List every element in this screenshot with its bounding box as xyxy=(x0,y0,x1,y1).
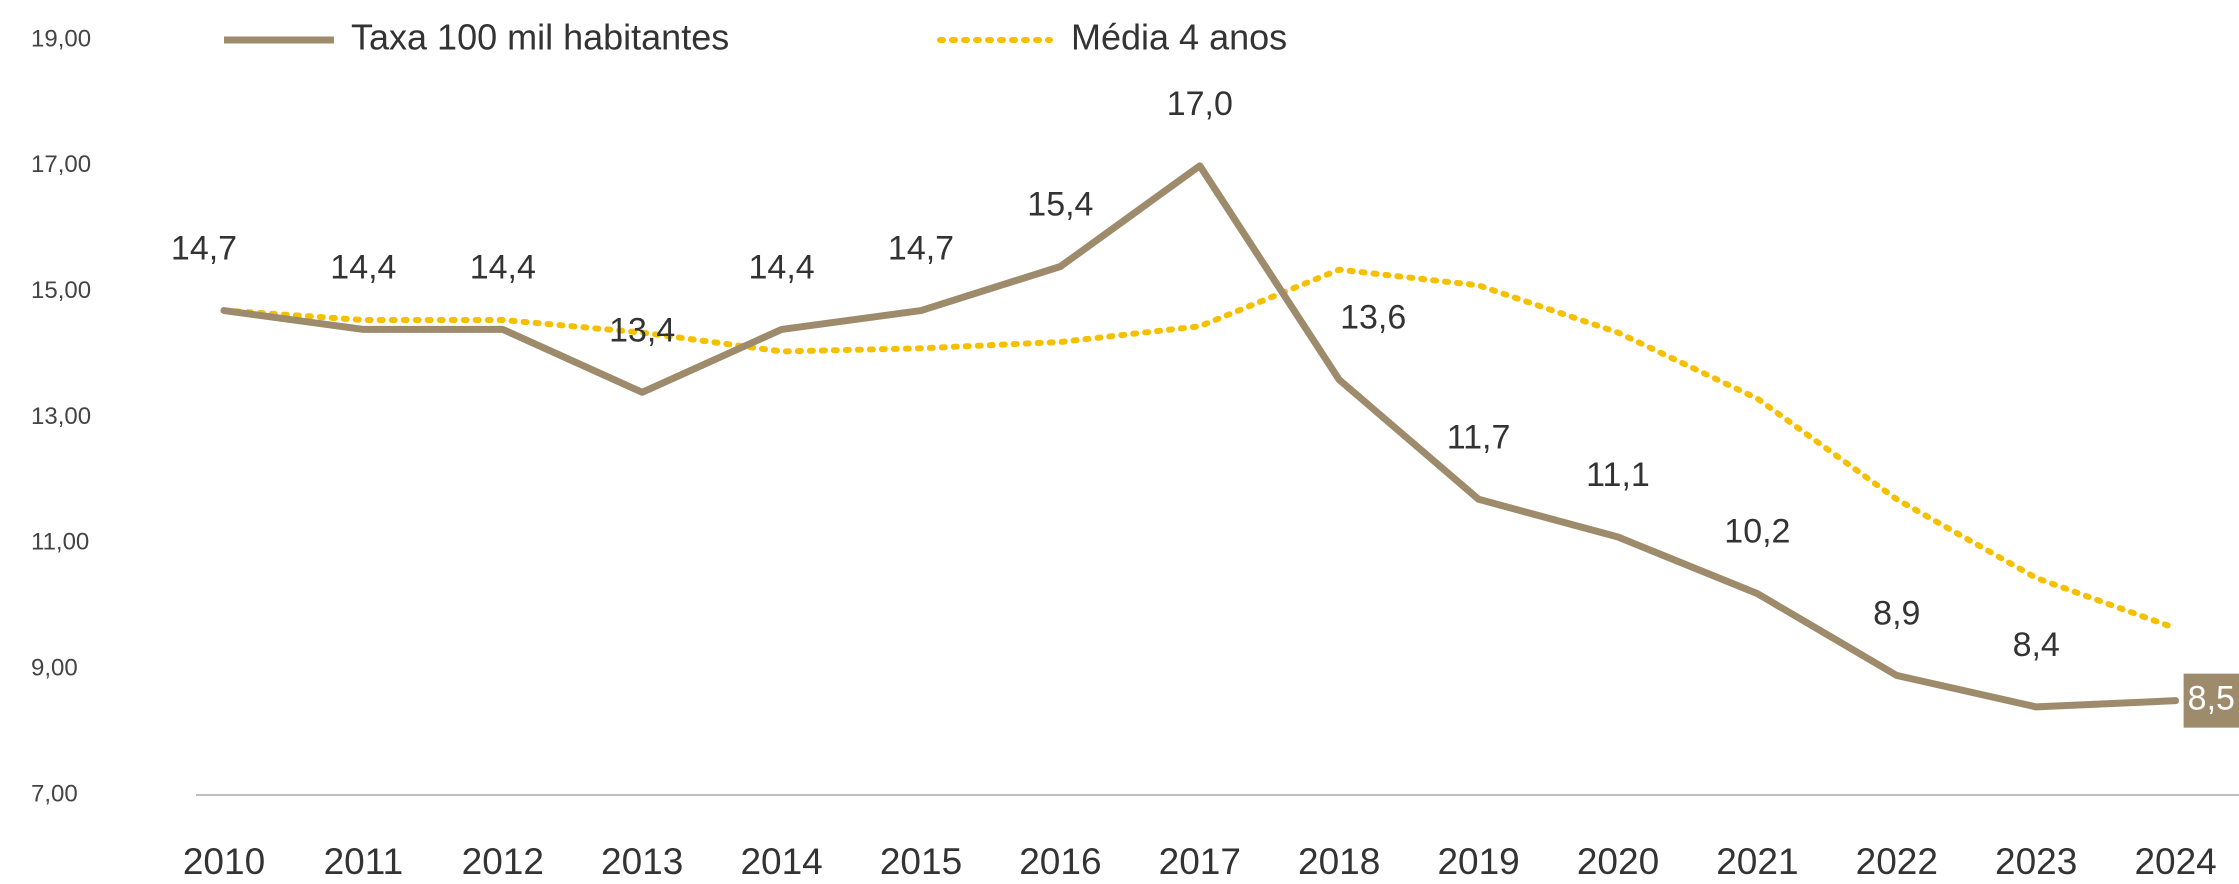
series-line xyxy=(220,162,2180,711)
x-tick-label: 2021 xyxy=(1716,841,1798,882)
y-tick-label: 15,00 xyxy=(31,277,91,304)
x-tick-label: 2013 xyxy=(601,841,683,882)
x-tick-label: 2018 xyxy=(1298,841,1380,882)
x-tick-label: 2012 xyxy=(462,841,544,882)
data-label: 14,4 xyxy=(470,248,536,286)
data-label: 11,1 xyxy=(1586,456,1650,494)
data-label: 13,4 xyxy=(609,311,675,349)
data-label: 13,6 xyxy=(1340,299,1406,337)
y-tick-label: 17,00 xyxy=(31,151,91,178)
data-label: 14,7 xyxy=(888,230,954,268)
x-tick-label: 2011 xyxy=(324,841,404,882)
y-tick-label: 19,00 xyxy=(31,25,91,52)
data-label: 8,9 xyxy=(1873,594,1920,632)
data-label: 10,2 xyxy=(1724,513,1790,551)
y-tick-label: 13,00 xyxy=(31,403,91,430)
y-tick-label: 11,00 xyxy=(31,529,89,556)
data-label: 15,4 xyxy=(1027,185,1093,223)
x-tick-label: 2014 xyxy=(740,841,822,882)
x-tick-label: 2024 xyxy=(2134,841,2216,882)
x-tick-label: 2010 xyxy=(183,841,265,882)
y-tick-label: 7,00 xyxy=(31,780,78,807)
x-tick-label: 2023 xyxy=(1995,841,2077,882)
data-label: 14,7 xyxy=(171,230,237,268)
legend-label: Média 4 anos xyxy=(1071,17,1287,58)
data-label-box xyxy=(2183,673,2239,728)
series-line xyxy=(221,266,2179,632)
y-tick-label: 9,00 xyxy=(31,655,78,682)
x-tick-label: 2020 xyxy=(1577,841,1659,882)
x-tick-label: 2022 xyxy=(1856,841,1938,882)
data-label: 17,0 xyxy=(1167,85,1233,123)
data-label: 8,4 xyxy=(2013,626,2060,664)
x-tick-label: 2015 xyxy=(880,841,962,882)
x-tick-label: 2019 xyxy=(1437,841,1519,882)
data-label: 14,4 xyxy=(749,248,815,286)
x-tick-label: 2016 xyxy=(1019,841,1101,882)
legend-label: Taxa 100 mil habitantes xyxy=(351,17,729,58)
data-label: 11,7 xyxy=(1447,418,1511,456)
x-tick-label: 2017 xyxy=(1159,841,1241,882)
data-label: 8,5 xyxy=(2188,680,2235,718)
data-label: 14,4 xyxy=(330,248,396,286)
